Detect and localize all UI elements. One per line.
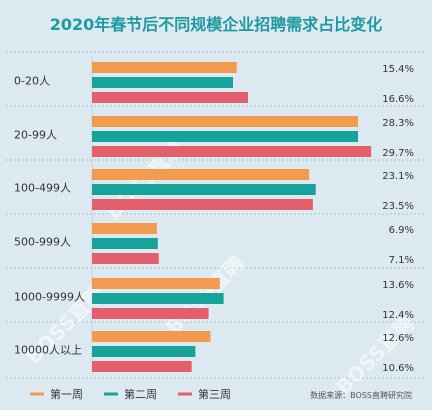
value-label: 28.3%: [382, 118, 414, 129]
category-label: 0-20人: [14, 75, 50, 88]
value-label: 23.1%: [382, 171, 414, 182]
watermark-text: BOSS直聘: [331, 311, 419, 399]
chart-grid: [6, 51, 426, 379]
value-label: 12.6%: [382, 333, 414, 344]
legend: 第一周 第二周 第三周: [30, 387, 231, 401]
value-label: 15.4%: [382, 64, 414, 75]
value-label: 6.9%: [389, 225, 414, 236]
value-labels: 15.4% 16.6% 28.3% 29.7% 23.1% 23.5% 6.9% 7.1% 13…: [382, 64, 414, 374]
legend-label: 第三周: [198, 387, 231, 401]
bar-1-0: [92, 62, 237, 73]
value-label: 10.6%: [382, 363, 414, 374]
bar-1-5: [92, 331, 211, 342]
category-label: 1000-9999人: [14, 291, 85, 304]
value-label: 16.6%: [382, 94, 414, 105]
bar-2-0: [92, 77, 233, 88]
bar-3-4: [92, 308, 209, 319]
category-label: 10000人以上: [14, 344, 82, 357]
bar-2-1: [92, 131, 359, 142]
value-label: 13.6%: [382, 280, 414, 291]
chart-title: 2020年春节后不同规模企业招聘需求占比变化: [50, 15, 383, 34]
category-labels: 0-20人 20-99人 100-499人 500-999人 1000-9999人 100…: [14, 75, 85, 357]
bar-2-3: [92, 238, 158, 249]
bar-3-5: [92, 361, 192, 372]
bar-2-4: [92, 293, 224, 304]
category-label: 20-99人: [14, 129, 57, 142]
legend-label: 第一周: [50, 387, 83, 401]
category-label: 500-999人: [14, 236, 71, 249]
bar-2-5: [92, 346, 196, 357]
bar-1-2: [92, 169, 310, 180]
bar-2-2: [92, 184, 316, 195]
bar-1-4: [92, 278, 220, 289]
bar-3-1: [92, 146, 372, 157]
bars-group: [92, 62, 372, 372]
bar-1-3: [92, 223, 157, 234]
bar-3-0: [92, 92, 249, 103]
source-note: 数据来源：BOSS直聘研究院: [310, 390, 412, 400]
bar-3-2: [92, 199, 313, 210]
bar-1-1: [92, 116, 359, 127]
value-label: 7.1%: [389, 255, 414, 266]
legend-label: 第二周: [124, 387, 157, 401]
bar-3-3: [92, 253, 159, 264]
value-label: 23.5%: [382, 201, 414, 212]
value-label: 12.4%: [382, 310, 414, 321]
category-label: 100-499人: [14, 182, 71, 195]
value-label: 29.7%: [382, 148, 414, 159]
